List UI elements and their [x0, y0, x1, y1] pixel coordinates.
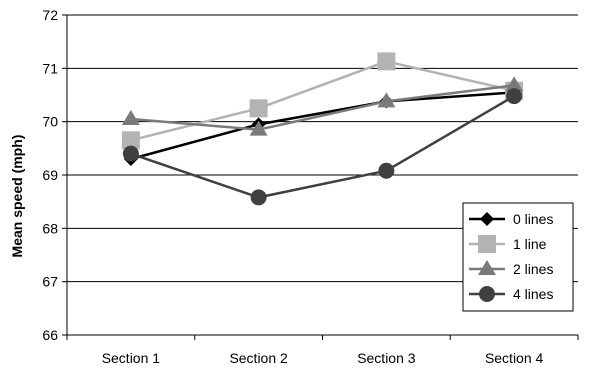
x-tick-label: Section 3	[357, 350, 416, 366]
legend-item: 2 lines	[469, 260, 553, 277]
y-tick-label: 68	[42, 220, 58, 236]
triangle-marker	[249, 120, 268, 136]
legend-item: 1 line	[469, 235, 547, 253]
square-marker	[377, 52, 396, 71]
square-marker	[478, 235, 496, 253]
square-marker	[121, 131, 140, 150]
series-line	[130, 94, 515, 199]
triangle-marker	[478, 260, 496, 275]
legend: 0 lines 1 line 2 lines 4 lines	[462, 202, 574, 312]
series-line	[130, 91, 515, 161]
triangle-marker	[377, 92, 396, 108]
x-tick-label: Section 1	[102, 350, 161, 366]
y-tick-label: 70	[42, 114, 58, 130]
y-tick-label: 67	[42, 274, 58, 290]
circle-marker	[479, 286, 495, 302]
y-tick-label: 66	[42, 327, 58, 343]
x-tick-label: Section 4	[485, 350, 544, 366]
legend-label: 2 lines	[513, 261, 553, 277]
series-group	[121, 52, 524, 206]
triangle-marker	[121, 110, 140, 125]
y-tick-label: 69	[42, 167, 58, 183]
x-tick-labels: Section 1 Section 2 Section 3 Section 4	[102, 350, 544, 366]
x-tick-label: Section 2	[229, 350, 288, 366]
circle-marker	[250, 189, 267, 206]
legend-label: 0 lines	[513, 211, 553, 227]
series-4-lines	[122, 88, 523, 206]
legend-item: 4 lines	[469, 286, 553, 302]
series-line	[130, 84, 515, 131]
square-marker	[249, 99, 268, 118]
y-tick-label: 71	[42, 60, 58, 76]
circle-marker	[506, 88, 523, 105]
circle-marker	[122, 145, 139, 162]
legend-item: 0 lines	[469, 211, 553, 227]
series-2-lines	[121, 76, 524, 136]
series-1-line	[121, 52, 524, 150]
axes	[62, 14, 579, 340]
y-tick-labels: 66 67 68 69 70 71 72	[42, 7, 58, 343]
legend-label: 1 line	[513, 236, 547, 252]
triangle-marker	[505, 76, 524, 92]
legend-label: 4 lines	[513, 286, 553, 302]
y-tick-label: 72	[42, 7, 58, 23]
y-axis-label: Mean speed (mph)	[9, 135, 25, 258]
circle-marker	[378, 162, 395, 179]
diamond-marker	[480, 212, 494, 226]
